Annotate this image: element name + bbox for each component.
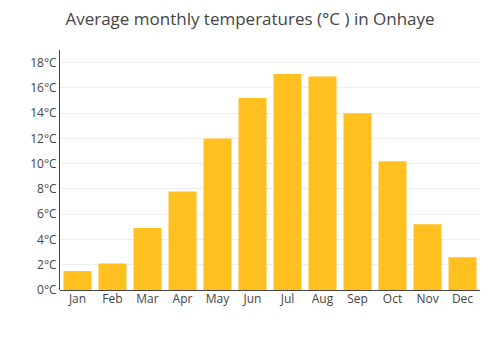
svg-text:2°C: 2°C xyxy=(37,256,57,273)
svg-text:14°C: 14°C xyxy=(30,104,57,121)
svg-text:16°C: 16°C xyxy=(30,79,57,96)
svg-text:Jul: Jul xyxy=(280,290,295,307)
svg-text:18°C: 18°C xyxy=(30,54,57,71)
svg-text:10°C: 10°C xyxy=(30,155,57,172)
svg-text:4°C: 4°C xyxy=(37,231,57,248)
svg-text:Jan: Jan xyxy=(68,290,86,307)
svg-text:Jun: Jun xyxy=(243,290,262,307)
svg-text:Aug: Aug xyxy=(312,290,334,307)
svg-text:Average monthly temperatures (: Average monthly temperatures (°C ) in On… xyxy=(65,7,434,30)
svg-text:Nov: Nov xyxy=(416,290,438,307)
svg-text:May: May xyxy=(206,290,230,307)
svg-text:Mar: Mar xyxy=(136,290,158,307)
svg-text:Sep: Sep xyxy=(347,290,368,307)
svg-text:Apr: Apr xyxy=(173,290,193,307)
svg-text:12°C: 12°C xyxy=(30,130,57,147)
svg-text:Dec: Dec xyxy=(452,290,473,307)
svg-text:Oct: Oct xyxy=(383,290,402,307)
svg-text:6°C: 6°C xyxy=(37,205,57,222)
svg-text:0°C: 0°C xyxy=(37,281,57,298)
svg-text:Feb: Feb xyxy=(102,290,122,307)
svg-text:8°C: 8°C xyxy=(37,180,57,197)
